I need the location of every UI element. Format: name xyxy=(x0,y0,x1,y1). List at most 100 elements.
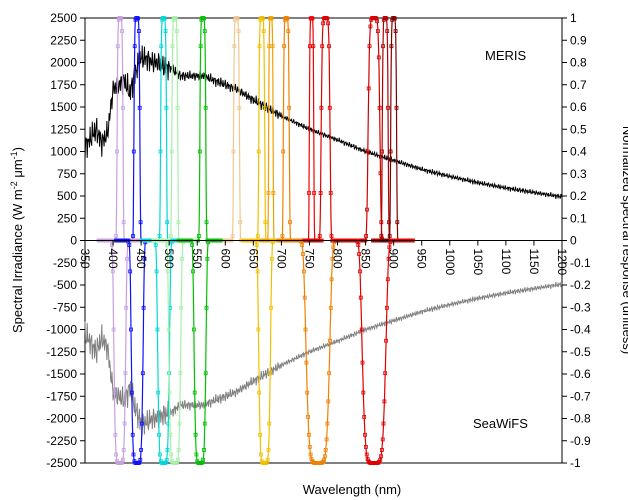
meris-band-marker xyxy=(392,16,397,21)
meris-band-marker xyxy=(280,234,285,238)
meris-band-marker xyxy=(325,16,330,21)
meris-band-marker xyxy=(198,44,203,49)
right-tick-label: 0.8 xyxy=(570,56,587,70)
seawifs-band-marker xyxy=(361,390,366,395)
seawifs-band-marker xyxy=(175,457,180,462)
right-tick-label: 1 xyxy=(570,11,577,25)
meris-band-marker xyxy=(158,149,163,154)
seawifs-band-marker xyxy=(384,338,389,343)
seawifs-band-marker xyxy=(164,457,169,462)
meris-band-marker xyxy=(269,16,274,21)
meris-band-marker xyxy=(232,44,237,49)
seawifs-band-marker xyxy=(258,452,263,457)
meris-band-marker xyxy=(328,191,333,195)
seawifs-band-marker xyxy=(379,454,383,459)
seawifs-band-marker xyxy=(202,421,207,426)
seawifs-band-line xyxy=(115,239,159,464)
seawifs-band-line xyxy=(334,239,414,464)
x-tick-label: 900 xyxy=(387,249,401,269)
seawifs-band-marker xyxy=(308,452,313,457)
seawifs-band-marker xyxy=(191,269,195,274)
seawifs-band-marker xyxy=(204,305,209,310)
meris-band-marker xyxy=(131,234,135,238)
seawifs-band xyxy=(332,238,415,465)
x-tick-label: 1150 xyxy=(527,249,541,275)
seawifs-band-marker xyxy=(269,305,273,310)
meris-band-marker xyxy=(327,44,331,49)
seawifs-band-marker xyxy=(377,459,382,464)
x-tick-label: 1200 xyxy=(555,249,569,276)
left-axis-title: Spectral Irradiance (W m-2 μm-1) xyxy=(9,147,25,333)
meris-band-marker xyxy=(115,149,119,154)
right-tick-label: 0.4 xyxy=(570,145,587,159)
left-tick-label: 2250 xyxy=(50,33,77,47)
left-tick-label: 1500 xyxy=(50,100,77,114)
meris-band-marker xyxy=(287,105,292,110)
left-tick-label: -750 xyxy=(53,300,77,314)
seawifs-band-marker xyxy=(154,269,159,274)
meris-band-marker xyxy=(260,16,265,20)
seawifs-band-marker xyxy=(382,399,387,404)
meris-band-marker xyxy=(394,105,399,110)
meris-band-line xyxy=(372,17,398,242)
meris-band-marker xyxy=(173,16,178,20)
right-tick-label: -0.1 xyxy=(570,256,591,270)
meris-band-line xyxy=(274,17,299,242)
left-tick-label: 2000 xyxy=(50,56,77,70)
seawifs-band xyxy=(241,238,288,465)
left-tick-label: 1750 xyxy=(50,78,77,92)
meris-band-marker xyxy=(196,234,201,238)
seawifs-band-marker xyxy=(157,452,162,457)
seawifs-band-marker xyxy=(121,457,125,462)
seawifs-band-marker xyxy=(191,327,196,332)
meris-band-marker xyxy=(230,234,235,238)
seawifs-band-marker xyxy=(121,447,126,452)
meris-band-marker xyxy=(137,105,142,110)
x-tick-label: 500 xyxy=(162,249,176,269)
seawifs-band-marker xyxy=(383,371,388,376)
seawifs-band-marker xyxy=(266,447,271,452)
meris-band-line xyxy=(224,17,249,242)
meris-band-marker xyxy=(162,16,167,21)
seawifs-band-marker xyxy=(166,327,171,332)
meris-band-marker xyxy=(138,220,143,225)
meris-band-marker xyxy=(318,191,323,195)
meris-band-marker xyxy=(288,220,292,225)
meris-band-marker xyxy=(157,234,162,238)
seawifs-band-marker xyxy=(328,305,333,310)
seawifs-band-marker xyxy=(307,444,312,449)
left-tick-label: -1250 xyxy=(46,345,77,359)
meris-band-marker xyxy=(270,44,275,49)
seawifs-band-marker xyxy=(322,457,327,462)
meris-band-marker xyxy=(309,16,314,20)
meris-irradiance-series xyxy=(84,45,563,199)
meris-band-marker xyxy=(175,105,180,110)
meris-band-marker xyxy=(365,207,369,212)
meris-band-marker xyxy=(173,16,178,21)
meris-band xyxy=(247,16,276,243)
left-tick-label: 0 xyxy=(70,234,77,248)
seawifs-band-marker xyxy=(165,447,170,452)
seawifs-band-marker xyxy=(194,452,199,457)
x-tick-label: 1100 xyxy=(499,249,513,275)
meris-band-marker xyxy=(386,105,390,110)
x-tick-label: 700 xyxy=(274,249,288,269)
meris-band-series xyxy=(105,16,408,243)
x-tick-label: 350 xyxy=(78,249,92,269)
left-tick-label: -1500 xyxy=(46,367,77,381)
meris-band-marker xyxy=(377,105,382,110)
meris-band-marker xyxy=(391,16,396,20)
seawifs-band-marker xyxy=(381,421,386,426)
seawifs-band-marker xyxy=(363,432,367,437)
seawifs-band-marker xyxy=(325,421,330,426)
meris-band-marker xyxy=(236,29,241,34)
meris-band xyxy=(160,16,189,243)
meris-band-marker xyxy=(310,16,315,21)
seawifs-band-marker xyxy=(267,421,272,426)
meris-band-marker xyxy=(255,234,260,238)
meris-band-line xyxy=(190,17,216,242)
meris-band xyxy=(222,16,251,243)
seawifs-band-marker xyxy=(111,327,116,332)
meris-band xyxy=(272,16,301,243)
seawifs-band-marker xyxy=(205,256,210,261)
